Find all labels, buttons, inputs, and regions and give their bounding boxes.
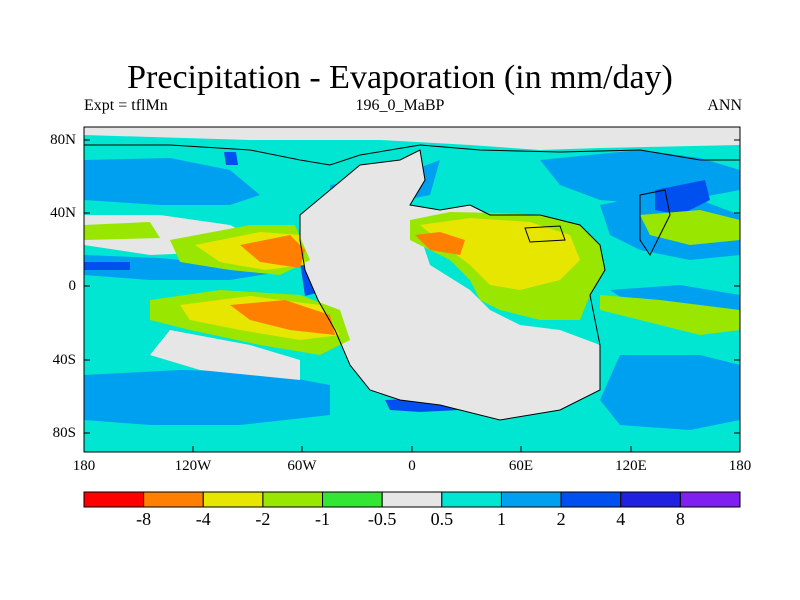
colorbar-swatch: [620, 491, 681, 508]
colorbar-label: 2: [556, 509, 566, 529]
colorbar-label: -2: [255, 509, 271, 529]
time-period-label: 196_0_MaBP: [355, 97, 445, 114]
coastline-east-islands: [639, 189, 671, 256]
axis-ticks: [84, 139, 740, 452]
coastlines: [84, 144, 740, 421]
colorbar-swatch: [143, 491, 204, 508]
wet-itcz-pacific: [84, 255, 280, 280]
map-title: Precipitation - Evaporation (in mm/day): [127, 59, 673, 96]
lon-label-0: 0: [408, 458, 416, 474]
lon-label-120e: 120E: [615, 458, 647, 474]
dry-orange-south-pacific: [230, 300, 335, 335]
colorbar-label: -4: [195, 509, 211, 529]
lon-label-180e: 180: [728, 458, 752, 474]
very-wet-north-spot: [224, 152, 238, 165]
land-west-continent: [300, 150, 600, 420]
dry-orange-north-pacific: [240, 235, 305, 268]
dry-orange-east-coast: [415, 232, 465, 255]
wet-south-pacific: [84, 370, 330, 425]
colorbar-swatch: [500, 491, 562, 508]
colorbar-swatch: [262, 491, 324, 508]
coastline-inland-sea: [524, 225, 566, 243]
wet-north-pacific: [84, 158, 260, 205]
dry-anomaly-regions: [84, 210, 740, 355]
colorbar-swatch: [441, 491, 502, 508]
colorbar-swatch: [679, 491, 741, 508]
dry-green-indian: [600, 295, 740, 335]
colorbar-label: 8: [675, 509, 685, 529]
colorbar-label: -1: [315, 509, 331, 529]
land-desert-atlantic: [150, 330, 300, 380]
lat-label-40n: 40N: [50, 205, 76, 221]
land-north-band: [84, 127, 740, 150]
lon-label-120w: 120W: [174, 458, 212, 474]
experiment-label: Expt = tflMn: [84, 97, 168, 114]
colorbar-swatch: [381, 491, 443, 508]
lat-label-80s: 80S: [52, 425, 76, 441]
lat-label-80n: 80N: [50, 132, 76, 148]
colorbar-label: -8: [136, 509, 152, 529]
dry-green-east: [640, 210, 740, 245]
colorbar-swatch: [83, 491, 145, 508]
colorbar-label: -0.5: [367, 509, 397, 529]
colorbar-swatch: [202, 491, 264, 508]
colorbar-swatch: [322, 491, 383, 508]
coastline-north: [84, 144, 740, 166]
colorbar-label: 1: [496, 509, 506, 529]
season-label: ANN: [707, 97, 742, 114]
lon-label-180w: 180: [72, 458, 96, 474]
lon-label-60w: 60W: [287, 458, 317, 474]
lat-label-0: 0: [68, 278, 77, 294]
colorbar-swatch: [560, 491, 622, 508]
colorbar-label: 4: [616, 509, 626, 529]
colorbar: [83, 491, 741, 508]
very-wet-east-pacific: [84, 262, 130, 270]
lon-label-60e: 60E: [508, 458, 534, 474]
dry-land: [84, 127, 740, 420]
wet-south-indian: [600, 355, 740, 430]
colorbar-label: 0.5: [430, 509, 454, 529]
coastline-west-continent: [299, 149, 606, 421]
dry-yellow-east-continent: [420, 218, 580, 290]
lat-label-40s: 40S: [52, 352, 76, 368]
dry-green-atlantic-band: [84, 222, 160, 240]
